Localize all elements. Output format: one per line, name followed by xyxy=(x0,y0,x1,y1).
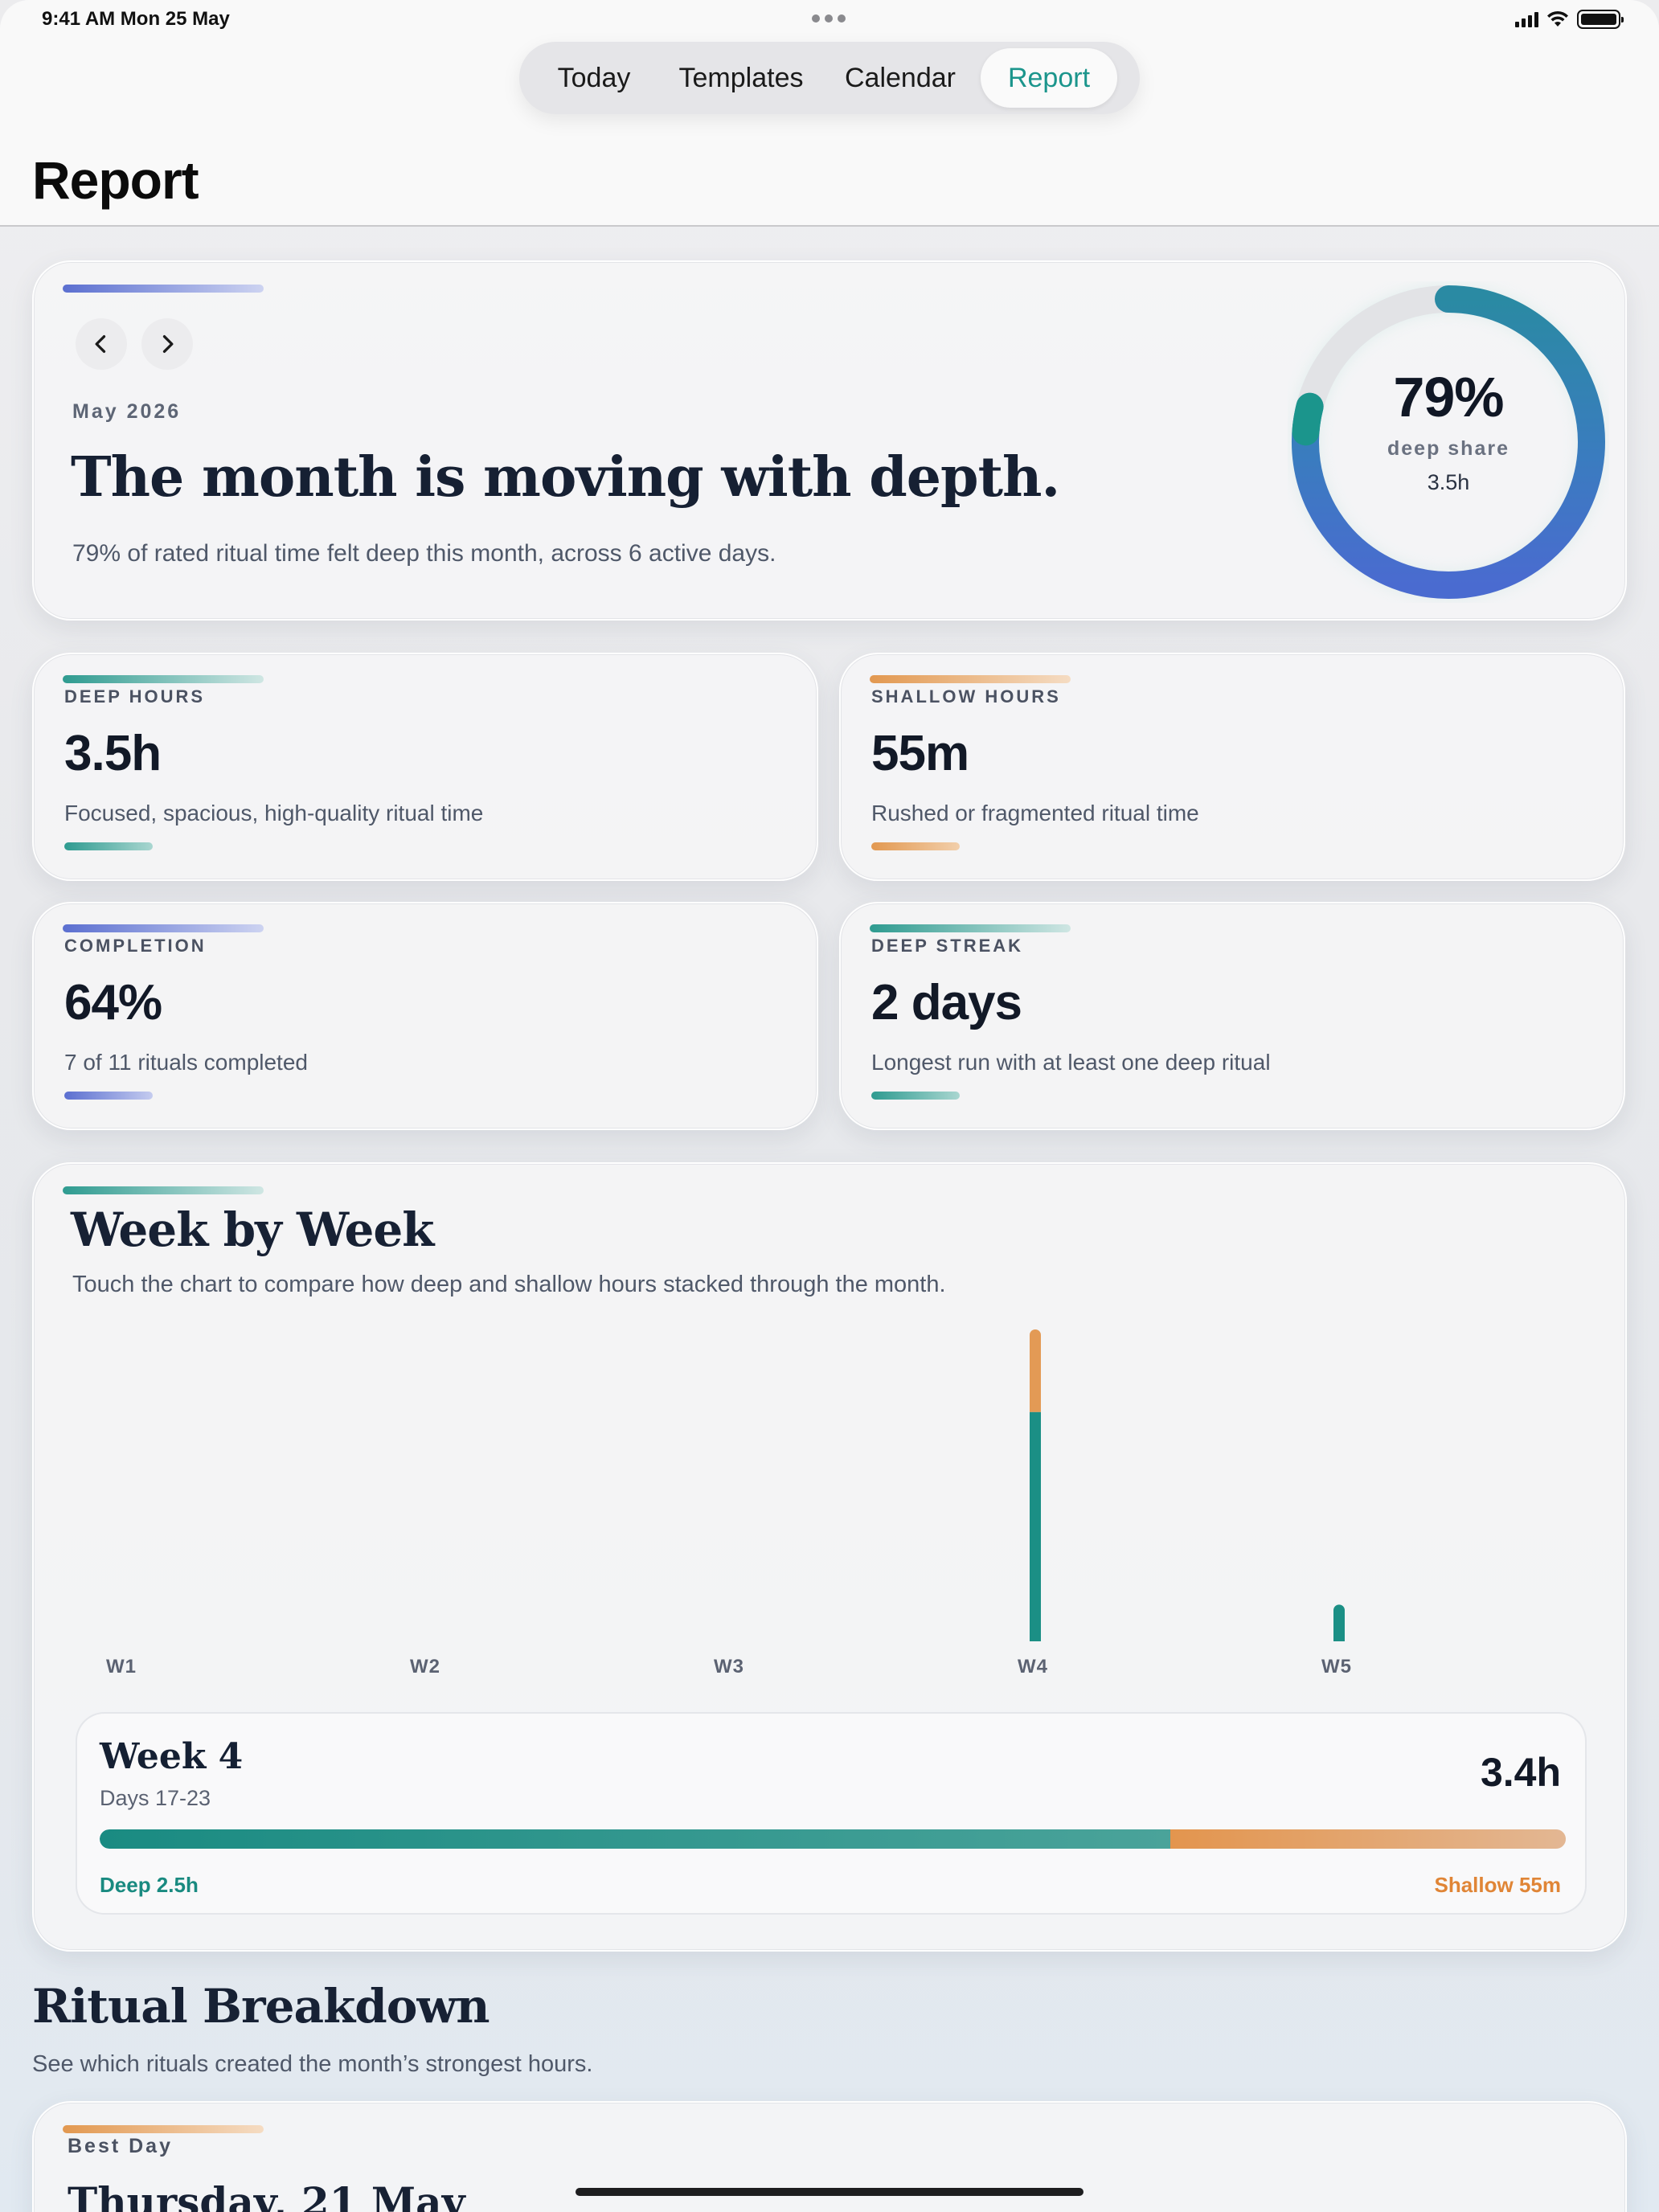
stat-card-deep-streak: DEEP STREAK 2 days Longest run with at l… xyxy=(839,902,1625,1130)
week-by-week-card: Week by Week Touch the chart to compare … xyxy=(32,1162,1627,1952)
stat-description: Longest run with at least one deep ritua… xyxy=(871,1050,1271,1075)
bar-deep-w4[interactable] xyxy=(1030,1411,1041,1641)
stat-description: Focused, spacious, high-quality ritual t… xyxy=(64,801,484,825)
tab-calendar[interactable]: Calendar xyxy=(845,62,956,93)
stat-value: 64% xyxy=(64,975,162,1030)
stat-value: 55m xyxy=(871,726,969,781)
bar-deep-w5[interactable] xyxy=(1333,1604,1345,1641)
stat-description: 7 of 11 rituals completed xyxy=(64,1050,308,1075)
stat-description: Rushed or fragmented ritual time xyxy=(871,801,1199,825)
bar-shallow-w4[interactable] xyxy=(1030,1329,1041,1412)
ring-arc-tail xyxy=(1292,392,1324,446)
stat-indicator xyxy=(64,842,153,850)
stat-value: 2 days xyxy=(871,975,1022,1030)
status-indicators xyxy=(1515,10,1624,29)
selected-week-title: Week 4 xyxy=(100,1736,244,1777)
stat-card-shallow-hours: SHALLOW HOURS 55m Rushed or fragmented r… xyxy=(839,653,1625,881)
page-title: Report xyxy=(32,150,199,210)
previous-month-button[interactable] xyxy=(76,318,127,370)
battery-icon xyxy=(1577,10,1624,29)
stat-label: COMPLETION xyxy=(64,936,207,956)
card-accent xyxy=(63,1186,264,1194)
ring-deep-arc xyxy=(1292,285,1605,599)
stat-indicator xyxy=(871,842,960,850)
selected-week-detail: Week 4 Days 17-23 3.4h Deep 2.5h Shallow… xyxy=(76,1712,1587,1915)
card-accent xyxy=(63,675,264,683)
next-month-button[interactable] xyxy=(141,318,193,370)
selected-week-days: Days 17-23 xyxy=(100,1786,211,1810)
weekly-title: Week by Week xyxy=(71,1202,434,1257)
week-label-w5: W5 xyxy=(1321,1656,1352,1677)
status-time: 9:41 AM Mon 25 May xyxy=(42,8,230,30)
tab-templates[interactable]: Templates xyxy=(678,62,804,93)
ritual-breakdown-subtitle: See which rituals created the month’s st… xyxy=(32,2051,593,2077)
wifi-icon xyxy=(1547,10,1568,27)
month-label: May 2026 xyxy=(72,400,182,423)
status-bar: 9:41 AM Mon 25 May xyxy=(0,0,1659,40)
bar-shallow-join-w4[interactable] xyxy=(1030,1405,1041,1412)
week-label-w2: W2 xyxy=(410,1656,440,1677)
tab-today[interactable]: Today xyxy=(557,62,631,93)
month-summary-card: May 2026 The month is moving with depth.… xyxy=(32,260,1627,621)
shallow-hours-label: Shallow 55m xyxy=(1434,1873,1562,1897)
best-day-label: Best Day xyxy=(68,2135,173,2157)
month-subtitle: 79% of rated ritual time felt deep this … xyxy=(72,540,776,567)
week-label-w1: W1 xyxy=(106,1656,137,1677)
chevron-right-icon xyxy=(162,335,174,353)
stat-indicator xyxy=(871,1092,960,1100)
weekly-stacked-bar-chart[interactable] xyxy=(34,1164,1628,1694)
deep-shallow-split-bar xyxy=(100,1829,1566,1849)
stat-value: 3.5h xyxy=(64,726,162,781)
segmented-tabs: Today Templates Calendar Report xyxy=(519,42,1140,114)
best-day-date: Thursday, 21 May xyxy=(68,2178,465,2212)
stat-card-completion: COMPLETION 64% 7 of 11 rituals completed xyxy=(32,902,818,1130)
card-accent xyxy=(870,924,1071,932)
week-label-w4: W4 xyxy=(1018,1656,1048,1677)
split-bar-shallow xyxy=(1169,1829,1566,1849)
card-accent xyxy=(870,675,1071,683)
deep-share-hours: 3.5h xyxy=(1427,470,1470,494)
ritual-breakdown-title: Ritual Breakdown xyxy=(32,1979,490,2034)
deep-hours-label: Deep 2.5h xyxy=(100,1873,199,1897)
stat-card-deep-hours: DEEP HOURS 3.5h Focused, spacious, high-… xyxy=(32,653,818,881)
deep-share-ring: 79% deep share 3.5h xyxy=(1288,281,1609,603)
stat-label: DEEP STREAK xyxy=(871,936,1024,956)
card-accent xyxy=(63,924,264,932)
week-label-w3: W3 xyxy=(714,1656,744,1677)
weekly-subtitle: Touch the chart to compare how deep and … xyxy=(72,1272,946,1297)
multitasking-dots-icon[interactable] xyxy=(812,14,846,23)
card-accent xyxy=(63,285,264,293)
stat-label: SHALLOW HOURS xyxy=(871,686,1061,707)
split-bar-deep xyxy=(100,1829,1170,1849)
bar-deep-base-w5[interactable] xyxy=(1333,1636,1345,1641)
selected-week-total: 3.4h xyxy=(1480,1750,1561,1795)
cellular-signal-icon xyxy=(1515,11,1538,27)
chevron-left-icon xyxy=(95,335,106,353)
deep-share-label: deep share xyxy=(1387,437,1509,460)
month-headline: The month is moving with depth. xyxy=(71,445,1060,510)
tab-report[interactable]: Report xyxy=(981,48,1117,108)
stat-label: DEEP HOURS xyxy=(64,686,206,707)
stat-indicator xyxy=(64,1092,153,1100)
deep-share-percent: 79% xyxy=(1393,366,1504,428)
home-indicator[interactable] xyxy=(576,2188,1083,2196)
card-accent xyxy=(63,2125,264,2133)
